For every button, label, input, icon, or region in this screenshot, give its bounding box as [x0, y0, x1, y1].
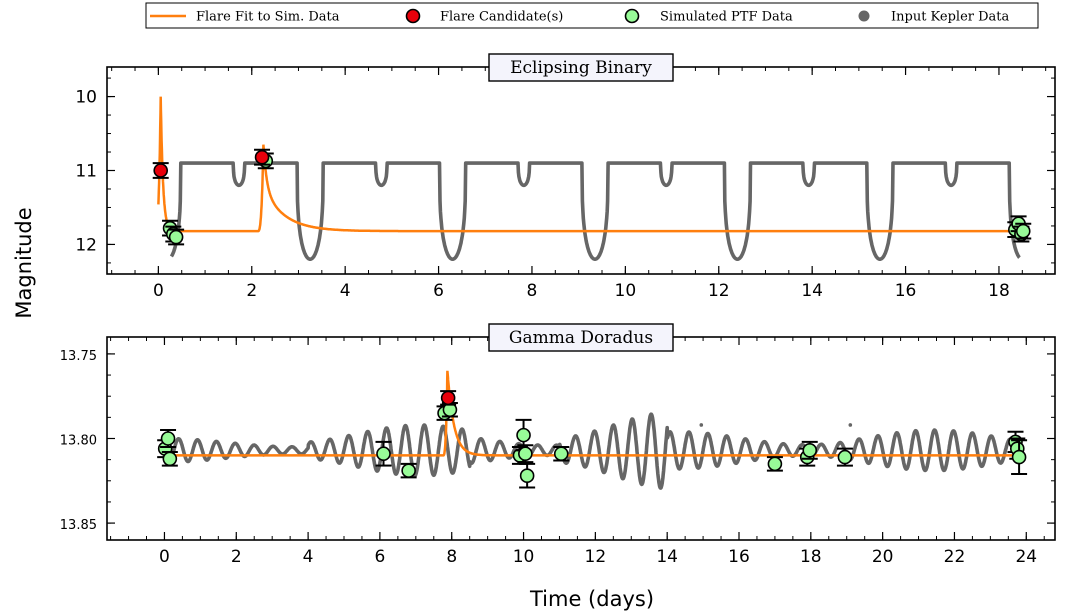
- panel-title: Eclipsing Binary: [510, 58, 652, 78]
- x-tick-label: 0: [153, 281, 164, 301]
- x-tick-label: 12: [708, 281, 730, 301]
- legend-swatch-marker: [624, 8, 640, 24]
- legend-item-flare-fit-to-sim-data: Flare Fit to Sim. Data: [150, 10, 340, 25]
- panel-title-box: [488, 323, 674, 352]
- x-tick-label: 6: [433, 281, 444, 301]
- x-tick-label: 16: [895, 281, 917, 301]
- x-tick-label: 10: [615, 281, 637, 301]
- x-tick-label: 16: [728, 547, 750, 567]
- ptf-data-point: [376, 446, 391, 462]
- legend: Flare Fit to Sim. Data Flare Candidate(s)…: [145, 2, 1039, 29]
- y-tick-label: 13.75: [60, 349, 97, 364]
- x-axis-label: Time (days): [529, 587, 654, 611]
- y-tick-label: 10: [75, 88, 97, 108]
- x-tick-label: 8: [527, 281, 538, 301]
- x-tick-label: 14: [801, 281, 823, 301]
- legend-swatch-dot: [858, 10, 870, 22]
- x-tick-label: 20: [872, 547, 894, 567]
- flare-fit-curve: [164, 370, 1020, 457]
- legend-item-input-kepler-data: Input Kepler Data: [858, 10, 1010, 25]
- flare-candidate-point: [153, 163, 169, 178]
- ptf-data-point: [516, 427, 531, 443]
- legend-item-simulated-ptf-data: Simulated PTF Data: [624, 8, 793, 25]
- kepler-light-curve: [169, 161, 1021, 262]
- x-tick-label: 12: [585, 547, 607, 567]
- x-tick-label: 2: [231, 547, 242, 567]
- ptf-data-point: [162, 451, 178, 467]
- x-tick-label: 4: [303, 547, 314, 567]
- flare-candidate-point: [254, 149, 270, 165]
- kepler-light-curve: [162, 412, 1021, 490]
- ptf-data-point: [1011, 449, 1027, 465]
- legend-label: Input Kepler Data: [891, 10, 1010, 25]
- legend-label: Flare Fit to Sim. Data: [196, 10, 340, 25]
- ptf-data-point: [518, 446, 533, 462]
- y-tick-label: 11: [75, 162, 97, 182]
- legend-item-flare-candidate-s: Flare Candidate(s): [405, 8, 563, 25]
- x-tick-label: 18: [988, 281, 1010, 301]
- flare-fit-curve: [157, 96, 1020, 233]
- kepler-data-point: [848, 423, 853, 427]
- panel-eclipsing-binary: 0 2 4 6 8 10 12 14 16 18 10 11 12 Eclipsing Binary: [75, 53, 1056, 301]
- x-tick-label: 4: [340, 281, 351, 301]
- plot-area: [152, 96, 1032, 262]
- x-tick-label: 24: [1015, 547, 1037, 567]
- x-tick-label: 0: [159, 547, 170, 567]
- x-tick-label: 2: [246, 281, 257, 301]
- ptf-data-point: [1015, 223, 1031, 239]
- plot-area: [157, 370, 1028, 490]
- y-tick-label: 13.80: [60, 434, 97, 449]
- y-tick-label: 13.85: [60, 518, 97, 533]
- y-tick-label: 12: [75, 235, 97, 255]
- ptf-data-point: [553, 446, 569, 462]
- x-tick-label: 8: [446, 547, 457, 567]
- ptf-data-point: [767, 456, 783, 472]
- ptf-data-point: [519, 468, 535, 484]
- legend-frame: [145, 2, 1039, 29]
- panel-gamma-doradus: 0 2 4 6 8 10 12 14 16 18 20 22 2413.7513.8013.85Gamm…: [60, 323, 1056, 567]
- panel-title-box: [488, 53, 674, 82]
- ptf-data-point: [168, 229, 184, 245]
- x-tick-label: 22: [944, 547, 966, 567]
- legend-label: Flare Candidate(s): [440, 10, 563, 25]
- ptf-data-point: [837, 449, 853, 465]
- flare-candidate-point: [440, 390, 456, 406]
- x-tick-label: 14: [656, 547, 678, 567]
- ptf-data-point: [160, 431, 176, 446]
- ptf-data-point: [401, 463, 416, 478]
- kepler-data-point: [699, 423, 704, 427]
- legend-swatch-marker: [405, 8, 421, 24]
- x-tick-label: 10: [513, 547, 535, 567]
- x-tick-label: 18: [800, 547, 822, 567]
- panel-title: Gamma Doradus: [509, 328, 653, 348]
- ptf-data-point: [802, 443, 818, 458]
- legend-label: Simulated PTF Data: [660, 10, 793, 25]
- y-axis-label: Magnitude: [12, 207, 36, 318]
- x-tick-label: 6: [374, 547, 385, 567]
